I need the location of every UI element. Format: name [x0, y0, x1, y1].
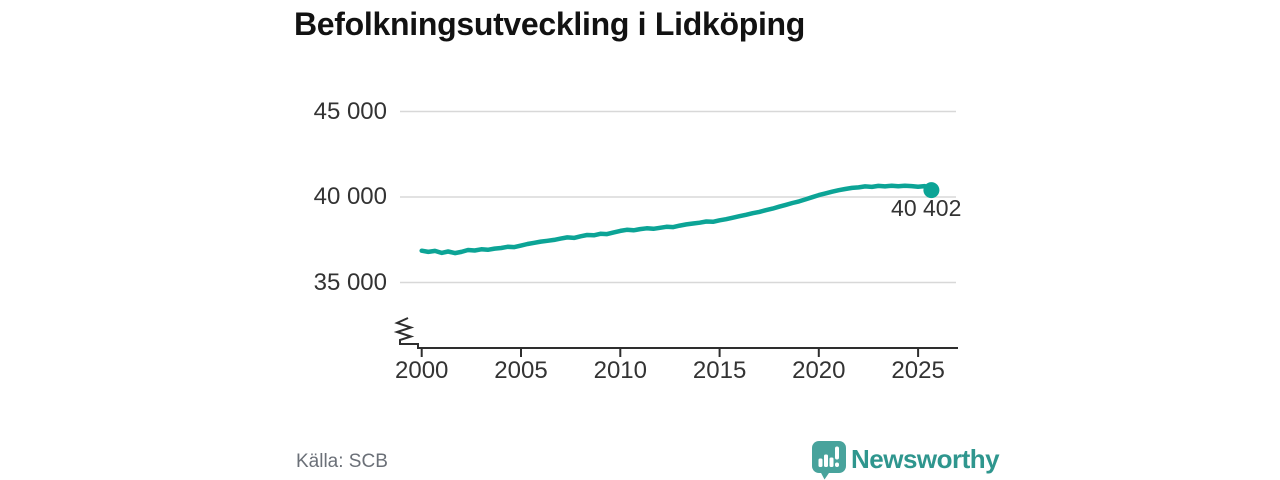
y-axis-label-45000: 45 000	[313, 97, 387, 125]
y-axis-label-35000: 35 000	[313, 268, 387, 296]
newsworthy-logo[interactable]: Newsworthy	[810, 439, 1010, 480]
exclamation-stem	[835, 446, 839, 460]
y-axis-break-zigzag	[393, 317, 958, 349]
gridlines	[400, 110, 956, 284]
series-line	[419, 182, 940, 256]
x-axis-label-2000: 2000	[394, 357, 449, 384]
chart-title: Befolkningsutveckling i Lidköping	[294, 6, 806, 42]
source-caption: Källa: SCB	[296, 451, 388, 472]
x-axis-label-2015: 2015	[692, 357, 747, 384]
population-trend-line	[419, 183, 934, 256]
y-axis-label-40000: 40 000	[313, 183, 387, 210]
bar-chart-bar-1	[818, 458, 823, 467]
end-value-annotation: 40 402	[891, 195, 962, 222]
x-axis-label-2025: 2025	[891, 357, 945, 384]
latest-value-dot	[923, 182, 940, 199]
bar-chart-bar-2	[824, 454, 828, 467]
speech-bubble-tail	[819, 470, 831, 480]
newsworthy-logo-text: Newsworthy	[851, 444, 1000, 474]
speech-bubble-shape	[812, 441, 846, 473]
x-axis-label-2020: 2020	[792, 357, 846, 384]
newsworthy-logo-icon	[812, 441, 846, 480]
bar-chart-bar-3	[829, 457, 834, 467]
x-axis-label-2010: 2010	[593, 357, 647, 384]
x-axis-label-2005: 2005	[494, 357, 548, 384]
x-axis	[393, 317, 958, 357]
exclamation-dot	[835, 462, 839, 467]
